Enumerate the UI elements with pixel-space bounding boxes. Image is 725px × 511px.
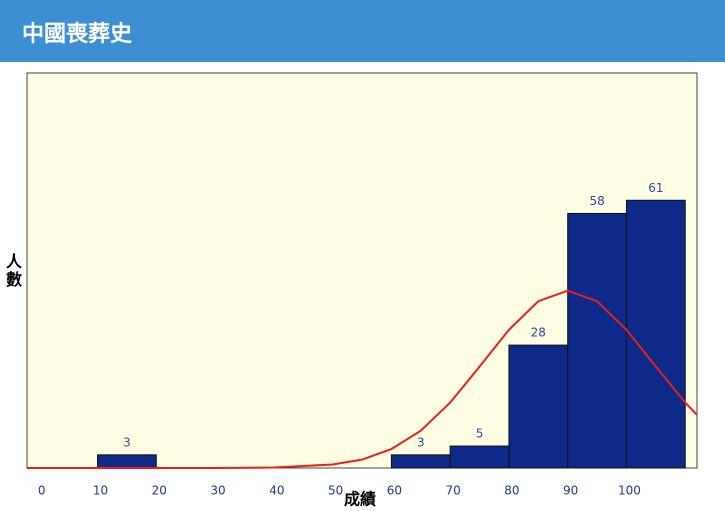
x-tick-label: 50 [328, 484, 343, 498]
data-label: 61 [648, 181, 663, 195]
x-tick-label: 70 [446, 484, 461, 498]
x-tick-label: 0 [38, 484, 46, 498]
x-tick-label: 40 [269, 484, 284, 498]
data-label: 3 [417, 435, 425, 449]
data-label: 28 [531, 326, 546, 340]
bar [625, 199, 686, 469]
y-axis-label: 人數 [6, 252, 23, 289]
header: 中國喪葬史 [0, 0, 725, 62]
x-tick-label: 30 [210, 484, 225, 498]
data-label: 3 [123, 435, 131, 449]
x-tick-label: 80 [504, 484, 519, 498]
header-title: 中國喪葬史 [22, 22, 133, 47]
x-tick-label: 100 [618, 484, 641, 498]
data-label: 58 [589, 194, 604, 208]
x-tick-label: 90 [563, 484, 578, 498]
chart: 成績 人數 0 10 20 30 40 50 60 70 80 90 100 3 3 5 28 58 61 [6, 72, 698, 509]
x-tick-label: 20 [152, 484, 167, 498]
bar [390, 454, 451, 469]
bar [97, 454, 157, 469]
x-tick-label: 60 [387, 484, 402, 498]
x-axis-label: 成績 [344, 490, 376, 509]
x-tick-label: 10 [93, 484, 108, 498]
bar [567, 212, 627, 469]
data-label: 5 [476, 427, 484, 441]
bar [449, 445, 510, 469]
fit-curve [27, 289, 698, 469]
bar [508, 344, 569, 469]
